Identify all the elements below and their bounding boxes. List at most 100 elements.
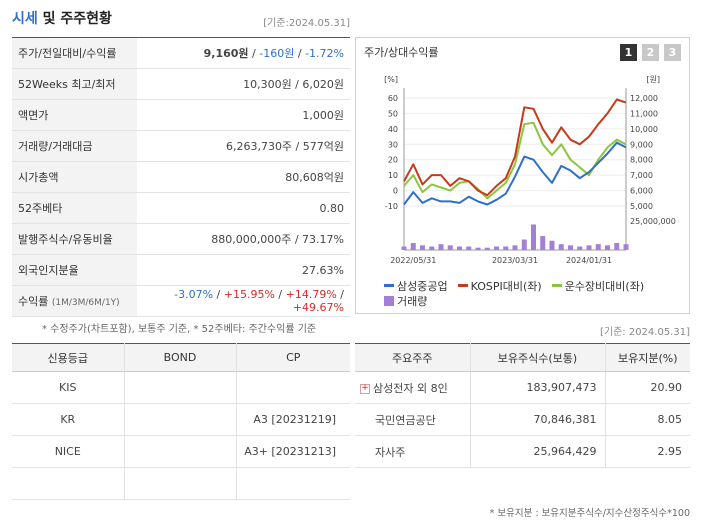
legend-label: 삼성중공업 — [397, 279, 448, 293]
stock-price-line — [403, 141, 627, 206]
table-row — [12, 467, 350, 500]
holder-name[interactable]: 삼성전자 외 8인 — [373, 381, 448, 395]
stock-info-table: 주가/전일대비/수익률 9,160원 / -160원 / -1.72% 52We… — [12, 37, 350, 317]
return-1m: -3.07% — [174, 288, 214, 301]
row-label: 52주베타 — [12, 192, 137, 224]
legend-item-kospi: KOSPI대비(좌) — [457, 278, 542, 294]
right-tick-label: 11,000 — [630, 109, 658, 118]
volume-bar — [558, 244, 564, 250]
column-header: 보유주식수(보통) — [470, 343, 606, 372]
price-cell: 9,160원 / -160원 / -1.72% — [137, 37, 350, 69]
returns-sublabel: (1M/3M/6M/1Y) — [51, 298, 120, 308]
table-row: 액면가 1,000원 — [12, 99, 350, 131]
right-tick-label: 8,000 — [630, 156, 653, 165]
right-tick-label: 12,000 — [630, 94, 658, 103]
row-label: 발행주식수/유동비율 — [12, 223, 137, 255]
bond-rating — [124, 371, 237, 404]
chart-title: 주가/상대수익률 — [364, 46, 439, 59]
chart-tab-1[interactable]: 1 — [620, 44, 637, 61]
left-tick-label: 50 — [388, 109, 398, 118]
credit-rating-table: 신용등급 BOND CP KIS KR A3 [20231219] NICE A… — [12, 343, 350, 500]
bond-rating — [124, 435, 237, 468]
volume-bar — [595, 244, 601, 250]
volume-bar — [623, 244, 629, 250]
row-value: 10,300원 / 6,020원 — [137, 68, 350, 100]
volume-bar — [457, 246, 462, 250]
separator: / — [252, 47, 256, 60]
table-row: KR A3 [20231219] — [12, 403, 350, 436]
legend-item-stock: 삼성중공업 — [384, 278, 448, 294]
volume-bar — [475, 247, 481, 250]
asof-label-2: [기준: 2024.05.31] — [599, 327, 690, 338]
chart-tab-2[interactable]: 2 — [642, 44, 659, 61]
holder-shares: 70,846,381 — [470, 403, 606, 436]
legend-swatch — [384, 284, 394, 287]
rating-agency: KR — [12, 403, 125, 436]
volume-bar — [420, 245, 425, 250]
holder-pct: 2.95 — [605, 435, 690, 468]
row-value: 27.63% — [137, 254, 350, 286]
return-6m: +14.79% — [285, 288, 337, 301]
holder-shares: 183,907,473 — [470, 371, 606, 404]
row-value: 0.80 — [137, 192, 350, 224]
legend-swatch — [457, 284, 468, 287]
chart-panel: 주가/상대수익률 1 2 3 [%] [원] 60 50 40 30 20 10 0 -10 12,… — [355, 37, 690, 314]
volume-bar — [447, 245, 453, 250]
legend-item-sector: 운수장비대비(좌) — [551, 278, 645, 294]
left-tick-label: 40 — [388, 125, 398, 134]
column-header: 신용등급 — [12, 343, 125, 372]
x-tick-label: 2023/03/31 — [492, 256, 538, 265]
volume-bar — [531, 224, 536, 250]
table-row: 거래량/거래대금 6,263,730주 / 577억원 — [12, 130, 350, 162]
column-header: 보유지분(%) — [605, 343, 690, 372]
volume-bar — [438, 244, 444, 250]
left-tick-label: 10 — [388, 171, 398, 180]
volume-bar — [577, 246, 583, 250]
volume-axis-label: 25,000,000 — [630, 217, 676, 226]
legend-swatch — [384, 295, 394, 306]
holder-pct: 20.90 — [605, 371, 690, 404]
cp-rating: A3 [20231219] — [236, 403, 350, 436]
left-tick-label: 60 — [388, 94, 398, 103]
table-row: NICE A3+ [20231213] — [12, 435, 350, 468]
sector-relative-line — [403, 121, 627, 200]
left-tick-label: 20 — [388, 156, 398, 165]
page-title: 시세 및 주주현황 — [12, 8, 112, 28]
volume-bar — [586, 245, 592, 250]
table-row: 외국인지분율 27.63% — [12, 254, 350, 286]
volume-bar — [614, 243, 620, 250]
page-title-accent: 시세 — [12, 11, 38, 27]
bond-rating — [124, 403, 237, 436]
table-row: 주가/전일대비/수익률 9,160원 / -160원 / -1.72% — [12, 37, 350, 69]
returns-cell: -3.07% / +15.95% / +14.79% / +49.67% — [137, 285, 350, 317]
row-label: 액면가 — [12, 99, 137, 131]
page-title-rest: 및 주주현황 — [42, 11, 112, 27]
current-price: 9,160원 — [203, 47, 249, 60]
table-row: + 삼성전자 외 8인 183,907,473 20.90 — [355, 371, 690, 404]
right-tick-label: 7,000 — [630, 171, 653, 180]
volume-bar — [429, 246, 435, 250]
x-tick-label: 2022/05/31 — [390, 256, 436, 265]
chart-tab-3[interactable]: 3 — [664, 44, 681, 61]
row-value: 80,608억원 — [137, 161, 350, 193]
volume-bar — [512, 245, 518, 250]
volume-bar — [410, 243, 416, 250]
x-tick-label: 2024/01/31 — [566, 256, 612, 265]
volume-bar — [568, 245, 573, 250]
cp-rating — [236, 371, 350, 404]
rating-agency — [12, 467, 125, 500]
chart-legend: 삼성중공업 KOSPI대비(좌) 운수장비대비(좌) 거래량 — [384, 278, 644, 308]
table-row: 발행주식수/유동비율 880,000,000주 / 73.17% — [12, 223, 350, 255]
table-header-row: 신용등급 BOND CP — [12, 343, 350, 372]
legend-item-volume: 거래량 — [384, 293, 427, 309]
row-label: 외국인지분율 — [12, 254, 137, 286]
row-value: 6,263,730주 / 577억원 — [137, 130, 350, 162]
rating-agency: NICE — [12, 435, 125, 468]
left-tick-label: 30 — [388, 140, 398, 149]
holder-name: 국민연금공단 — [355, 403, 471, 436]
expand-icon[interactable]: + — [360, 383, 370, 394]
returns-label: 수익률 — [18, 295, 49, 308]
right-tick-label: 9,000 — [630, 140, 653, 149]
legend-label: 운수장비대비(좌) — [564, 279, 645, 293]
holder-name: 자사주 — [355, 435, 471, 468]
